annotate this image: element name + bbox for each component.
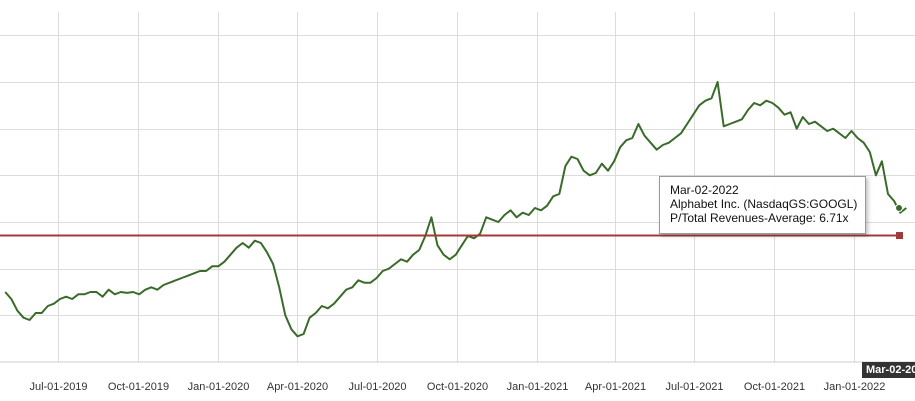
series-line xyxy=(4,81,907,338)
tooltip-company: Alphabet Inc. (NasdaqGS:GOOGL) xyxy=(670,197,858,211)
x-tick-label: Oct-01-2019 xyxy=(108,381,169,393)
x-tick-label: Jul-01-2021 xyxy=(665,381,723,393)
x-tick-label: Oct-01-2020 xyxy=(427,381,488,393)
x-tick-label: Apr-01-2021 xyxy=(585,381,646,393)
tooltip: Mar-02-2022 Alphabet Inc. (NasdaqGS:GOOG… xyxy=(659,176,866,234)
x-axis-crosshair-flag: Mar-02-2022 xyxy=(862,362,915,378)
tooltip-date: Mar-02-2022 xyxy=(670,183,739,197)
tooltip-metric: P/Total Revenues-Average: 6.71x xyxy=(670,211,849,225)
x-tick-label: Jul-01-2020 xyxy=(348,381,406,393)
average-marker[interactable] xyxy=(896,232,903,240)
x-tick-label: Jan-01-2021 xyxy=(507,381,569,393)
x-tick-label: Jan-01-2020 xyxy=(188,381,250,393)
x-tick-label: Jul-01-2019 xyxy=(29,381,87,393)
series-group xyxy=(4,81,907,338)
x-tick-label: Jan-01-2022 xyxy=(824,381,886,393)
x-tick-label: Apr-01-2020 xyxy=(267,381,328,393)
x-axis-tick-labels: Jul-01-2019 Oct-01-2019 Jan-01-2020 Apr-01-… xyxy=(29,381,885,393)
last-point-marker[interactable] xyxy=(895,204,903,212)
x-tick-label: Oct-01-2021 xyxy=(744,381,805,393)
